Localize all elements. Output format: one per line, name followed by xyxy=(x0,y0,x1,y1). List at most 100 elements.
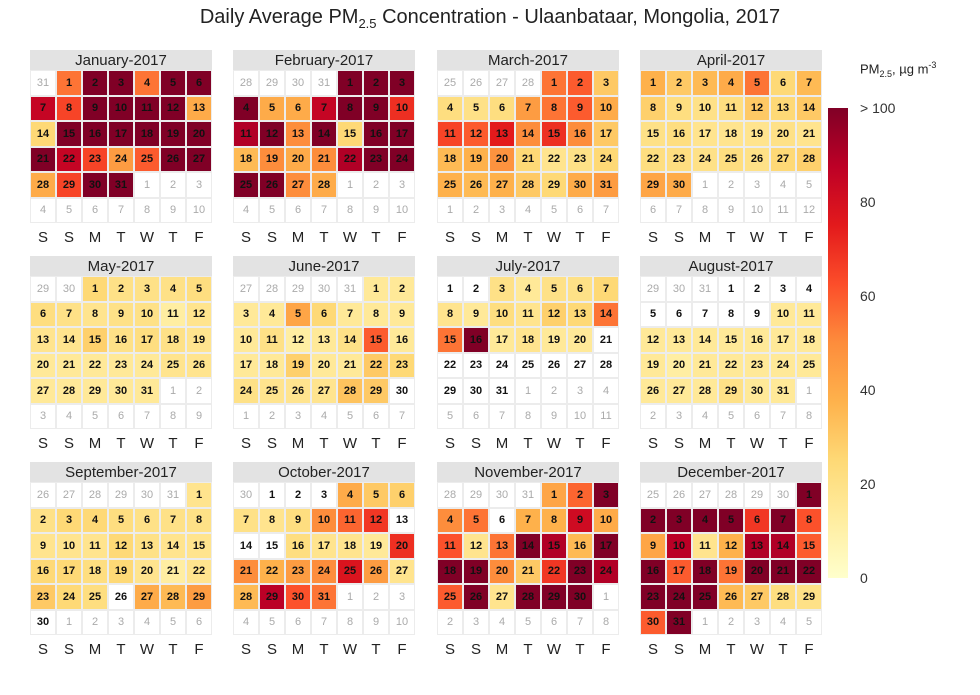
outside-day-cell: 5 xyxy=(796,172,822,198)
outside-day-cell: 3 xyxy=(30,403,56,429)
day-cell: 19 xyxy=(108,558,134,584)
day-cell: 25 xyxy=(82,584,108,610)
month-title: August-2017 xyxy=(640,256,822,276)
day-cell: 20 xyxy=(744,558,770,584)
weekday-label: F xyxy=(601,229,611,246)
day-cell: 26 xyxy=(160,146,186,172)
weekday-label: T xyxy=(319,229,329,246)
outside-day-cell: 6 xyxy=(285,609,311,635)
day-cell: 19 xyxy=(160,121,186,147)
outside-day-cell: 6 xyxy=(744,403,770,429)
day-cell: 23 xyxy=(285,558,311,584)
day-cell: 12 xyxy=(160,95,186,121)
weekday-label: F xyxy=(804,229,814,246)
outside-day-cell: 2 xyxy=(160,172,186,198)
day-cell: 13 xyxy=(666,327,692,353)
day-cell: 13 xyxy=(489,533,515,559)
day-cell: 14 xyxy=(692,327,718,353)
day-cell: 14 xyxy=(233,533,259,559)
weekday-label: M xyxy=(291,641,305,658)
day-cell: 26 xyxy=(744,146,770,172)
day-cell: 22 xyxy=(541,146,567,172)
outside-day-cell: 7 xyxy=(389,403,415,429)
weekday-label: T xyxy=(168,641,178,658)
outside-day-cell: 3 xyxy=(108,609,134,635)
weekday-label: F xyxy=(397,435,407,452)
weekday-label: W xyxy=(342,435,358,452)
day-cell: 30 xyxy=(463,378,489,404)
day-cell: 15 xyxy=(541,533,567,559)
day-cell: 23 xyxy=(30,584,56,610)
day-cell: 2 xyxy=(567,70,593,96)
weekday-label: S xyxy=(444,229,455,246)
weekday-label: T xyxy=(726,229,736,246)
outside-day-cell: 7 xyxy=(770,403,796,429)
day-cell: 19 xyxy=(285,352,311,378)
outside-day-cell: 28 xyxy=(515,70,541,96)
day-cell: 18 xyxy=(718,121,744,147)
day-cell: 21 xyxy=(515,146,541,172)
day-cell: 13 xyxy=(489,121,515,147)
day-cell: 15 xyxy=(796,533,822,559)
day-cell: 23 xyxy=(567,146,593,172)
outside-day-cell: 28 xyxy=(718,482,744,508)
day-cell: 27 xyxy=(489,172,515,198)
day-cell: 29 xyxy=(640,172,666,198)
day-cell: 15 xyxy=(718,327,744,353)
day-cell: 11 xyxy=(796,301,822,327)
month-panel: June-2017 27 28 29 30 31 1 2 3 4 5 6 7 8 9 10 11 12 13 14 15… xyxy=(233,256,415,452)
day-cell: 1 xyxy=(796,482,822,508)
day-cell: 27 xyxy=(134,584,160,610)
month-grid: 30 1 2 3 4 5 6 7 8 9 10 11 12 13 14 15 16 17 18 19 20 21 22 23 2… xyxy=(233,482,415,635)
day-cell: 4 xyxy=(134,70,160,96)
outside-day-cell: 26 xyxy=(463,70,489,96)
day-cell: 24 xyxy=(489,352,515,378)
outside-day-cell: 9 xyxy=(160,197,186,223)
day-cell: 17 xyxy=(593,121,619,147)
day-cell: 12 xyxy=(285,327,311,353)
day-cell: 31 xyxy=(108,172,134,198)
outside-day-cell: 26 xyxy=(666,482,692,508)
month-grid: 28 29 30 31 1 2 3 4 5 6 7 8 9 10 11 12 13 14 15 16 17 18 19 20 2… xyxy=(437,482,619,635)
day-cell: 28 xyxy=(30,172,56,198)
outside-day-cell: 28 xyxy=(259,276,285,302)
day-cell: 4 xyxy=(233,95,259,121)
day-cell: 26 xyxy=(463,584,489,610)
day-cell: 3 xyxy=(56,507,82,533)
day-cell: 10 xyxy=(666,533,692,559)
day-cell: 23 xyxy=(567,558,593,584)
day-cell: 18 xyxy=(337,533,363,559)
day-cell: 7 xyxy=(692,301,718,327)
day-cell: 12 xyxy=(259,121,285,147)
month-panel: March-2017 25 26 27 28 1 2 3 4 5 6 7 8 9 10 11 12 13 14 15 1… xyxy=(437,50,619,246)
day-cell: 13 xyxy=(285,121,311,147)
colorbar-tick-label: 0 xyxy=(860,570,868,586)
weekday-label: S xyxy=(266,229,277,246)
day-cell: 29 xyxy=(541,172,567,198)
outside-day-cell: 8 xyxy=(337,609,363,635)
day-cell: 18 xyxy=(259,352,285,378)
day-cell: 6 xyxy=(567,276,593,302)
day-cell: 20 xyxy=(489,558,515,584)
day-cell: 31 xyxy=(666,609,692,635)
day-cell: 11 xyxy=(259,327,285,353)
outside-day-cell: 3 xyxy=(186,172,212,198)
day-cell: 18 xyxy=(437,558,463,584)
weekday-label: W xyxy=(749,641,765,658)
day-cell: 23 xyxy=(389,352,415,378)
day-cell: 16 xyxy=(363,121,389,147)
outside-day-cell: 7 xyxy=(311,197,337,223)
day-cell: 29 xyxy=(437,378,463,404)
day-cell: 31 xyxy=(311,584,337,610)
day-cell: 19 xyxy=(259,146,285,172)
weekday-label: M xyxy=(698,641,712,658)
outside-day-cell: 1 xyxy=(337,172,363,198)
day-cell: 21 xyxy=(160,558,186,584)
day-cell: 21 xyxy=(311,146,337,172)
weekday-label: T xyxy=(319,641,329,658)
outside-day-cell: 25 xyxy=(437,70,463,96)
month-title: November-2017 xyxy=(437,462,619,482)
